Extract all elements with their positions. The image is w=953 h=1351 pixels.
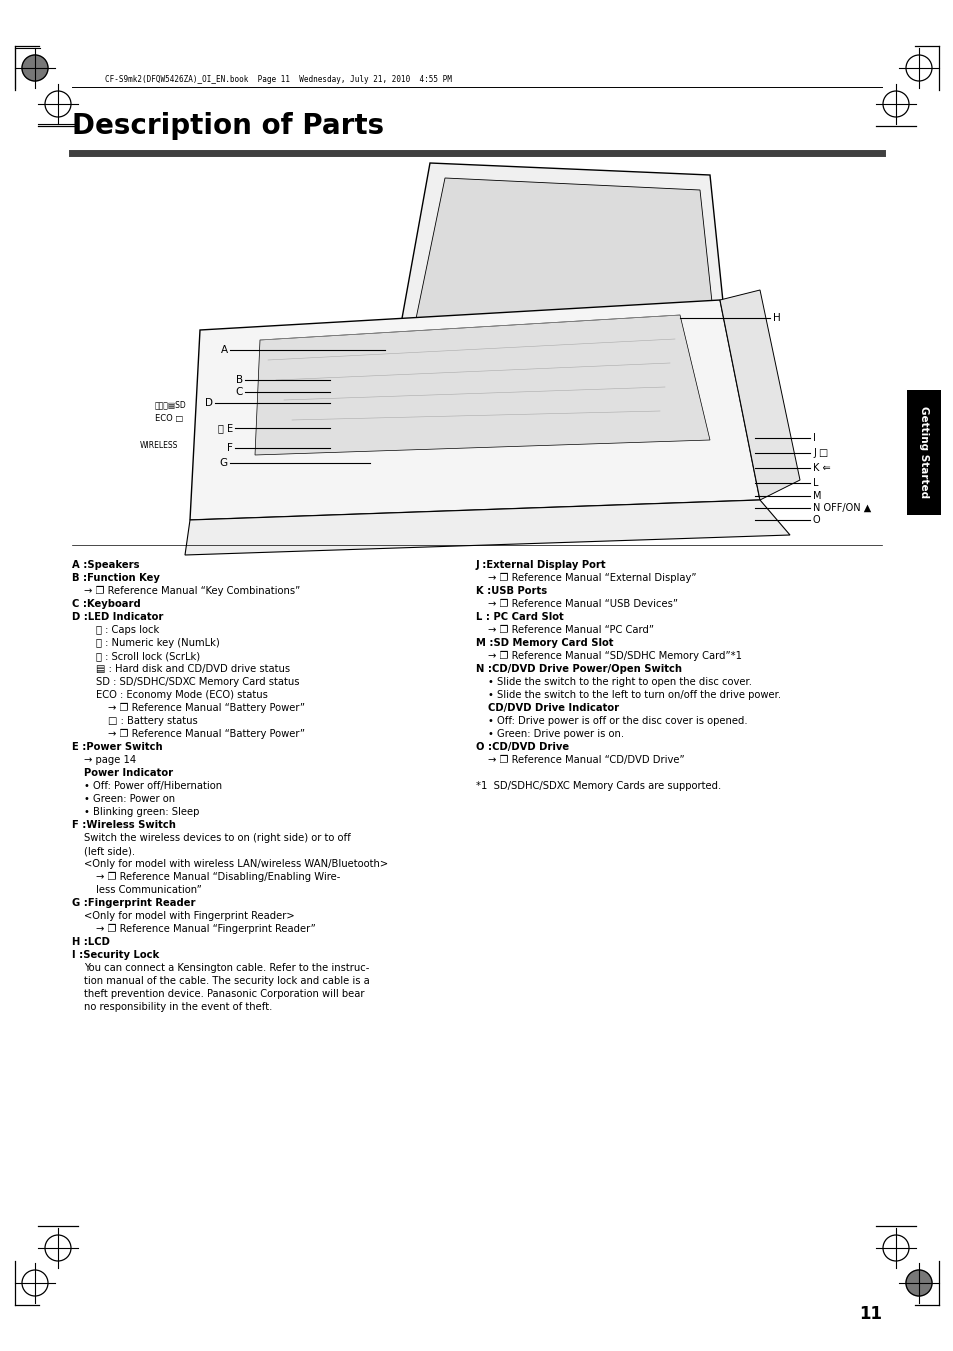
Text: SD : SD/SDHC/SDXC Memory Card status: SD : SD/SDHC/SDXC Memory Card status xyxy=(96,677,299,688)
Text: ⒶⓈⒽ▤SD: ⒶⓈⒽ▤SD xyxy=(154,400,187,409)
Text: → page 14: → page 14 xyxy=(84,755,136,765)
Text: O :CD/DVD Drive: O :CD/DVD Drive xyxy=(476,742,569,753)
Text: J :External Display Port: J :External Display Port xyxy=(476,561,606,570)
Text: B :Function Key: B :Function Key xyxy=(71,573,160,584)
Text: 11: 11 xyxy=(858,1305,882,1323)
Text: K ⇐: K ⇐ xyxy=(812,463,830,473)
Text: N OFF/ON ▲: N OFF/ON ▲ xyxy=(812,503,870,513)
Text: □ : Battery status: □ : Battery status xyxy=(108,716,197,725)
Text: → ❐ Reference Manual “Fingerprint Reader”: → ❐ Reference Manual “Fingerprint Reader… xyxy=(96,924,315,934)
Text: Ⓐ : Caps lock: Ⓐ : Caps lock xyxy=(96,626,159,635)
Text: ECO □: ECO □ xyxy=(154,413,183,423)
Polygon shape xyxy=(405,178,718,372)
Bar xyxy=(906,390,940,515)
Text: → ❐ Reference Manual “External Display”: → ❐ Reference Manual “External Display” xyxy=(488,573,696,584)
Text: → ❐ Reference Manual “Disabling/Enabling Wire-: → ❐ Reference Manual “Disabling/Enabling… xyxy=(96,871,340,882)
Polygon shape xyxy=(254,315,709,455)
Text: A: A xyxy=(221,345,228,355)
Text: Power Indicator: Power Indicator xyxy=(84,767,172,778)
Text: J □: J □ xyxy=(812,449,827,458)
Text: → ❐ Reference Manual “Battery Power”: → ❐ Reference Manual “Battery Power” xyxy=(108,730,305,739)
Text: I :Security Lock: I :Security Lock xyxy=(71,950,159,961)
Text: C: C xyxy=(235,386,243,397)
Text: CF-S9mk2(DFQW5426ZA)_OI_EN.book  Page 11  Wednesday, July 21, 2010  4:55 PM: CF-S9mk2(DFQW5426ZA)_OI_EN.book Page 11 … xyxy=(105,76,452,85)
Text: • Slide the switch to the right to open the disc cover.: • Slide the switch to the right to open … xyxy=(488,677,751,688)
Text: F :Wireless Switch: F :Wireless Switch xyxy=(71,820,175,830)
Text: L : PC Card Slot: L : PC Card Slot xyxy=(476,612,563,621)
Text: H: H xyxy=(772,313,780,323)
Text: • Green: Drive power is on.: • Green: Drive power is on. xyxy=(488,730,623,739)
Text: ▤ : Hard disk and CD/DVD drive status: ▤ : Hard disk and CD/DVD drive status xyxy=(96,663,290,674)
Text: • Slide the switch to the left to turn on/off the drive power.: • Slide the switch to the left to turn o… xyxy=(488,690,781,700)
Text: WIRELESS: WIRELESS xyxy=(140,440,178,450)
Text: *1  SD/SDHC/SDXC Memory Cards are supported.: *1 SD/SDHC/SDXC Memory Cards are support… xyxy=(476,781,720,790)
Text: E :Power Switch: E :Power Switch xyxy=(71,742,162,753)
Text: N :CD/DVD Drive Power/Open Switch: N :CD/DVD Drive Power/Open Switch xyxy=(476,663,681,674)
Text: no responsibility in the event of theft.: no responsibility in the event of theft. xyxy=(84,1002,273,1012)
Text: C :Keyboard: C :Keyboard xyxy=(71,598,141,609)
Text: → ❐ Reference Manual “Key Combinations”: → ❐ Reference Manual “Key Combinations” xyxy=(84,586,300,596)
Text: Description of Parts: Description of Parts xyxy=(71,112,384,141)
Text: B: B xyxy=(235,376,243,385)
Text: Getting Started: Getting Started xyxy=(918,407,928,499)
Text: ECO : Economy Mode (ECO) status: ECO : Economy Mode (ECO) status xyxy=(96,690,268,700)
Text: D :LED Indicator: D :LED Indicator xyxy=(71,612,163,621)
Text: D: D xyxy=(205,399,213,408)
Text: • Off: Drive power is off or the disc cover is opened.: • Off: Drive power is off or the disc co… xyxy=(488,716,747,725)
Circle shape xyxy=(905,1270,931,1296)
Text: • Green: Power on: • Green: Power on xyxy=(84,794,175,804)
Text: Ⓗ : Scroll lock (ScrLk): Ⓗ : Scroll lock (ScrLk) xyxy=(96,651,200,661)
Text: I: I xyxy=(812,434,815,443)
Polygon shape xyxy=(185,500,789,555)
Text: M: M xyxy=(812,490,821,501)
Circle shape xyxy=(22,55,48,81)
Text: <Only for model with Fingerprint Reader>: <Only for model with Fingerprint Reader> xyxy=(84,911,294,921)
Text: • Off: Power off/Hibernation: • Off: Power off/Hibernation xyxy=(84,781,222,790)
Text: less Communication”: less Communication” xyxy=(96,885,201,894)
Text: → ❐ Reference Manual “PC Card”: → ❐ Reference Manual “PC Card” xyxy=(488,626,654,635)
Text: → ❐ Reference Manual “SD/SDHC Memory Card”*1: → ❐ Reference Manual “SD/SDHC Memory Car… xyxy=(488,651,741,661)
Text: A :Speakers: A :Speakers xyxy=(71,561,139,570)
Text: You can connect a Kensington cable. Refer to the instruc-: You can connect a Kensington cable. Refe… xyxy=(84,963,369,973)
Polygon shape xyxy=(720,290,800,500)
Text: L: L xyxy=(812,478,818,488)
Text: H :LCD: H :LCD xyxy=(71,938,110,947)
Text: <Only for model with wireless LAN/wireless WAN/Bluetooth>: <Only for model with wireless LAN/wirele… xyxy=(84,859,388,869)
Text: G :Fingerprint Reader: G :Fingerprint Reader xyxy=(71,898,195,908)
Text: Switch the wireless devices to on (right side) or to off: Switch the wireless devices to on (right… xyxy=(84,834,351,843)
Text: → ❐ Reference Manual “USB Devices”: → ❐ Reference Manual “USB Devices” xyxy=(488,598,678,609)
Text: Ⓢ : Numeric key (NumLk): Ⓢ : Numeric key (NumLk) xyxy=(96,638,219,648)
Text: theft prevention device. Panasonic Corporation will bear: theft prevention device. Panasonic Corpo… xyxy=(84,989,364,998)
Text: tion manual of the cable. The security lock and cable is a: tion manual of the cable. The security l… xyxy=(84,975,370,986)
Text: (left side).: (left side). xyxy=(84,846,135,857)
Text: → ❐ Reference Manual “Battery Power”: → ❐ Reference Manual “Battery Power” xyxy=(108,703,305,713)
Text: M :SD Memory Card Slot: M :SD Memory Card Slot xyxy=(476,638,613,648)
Polygon shape xyxy=(190,300,760,520)
Text: O: O xyxy=(812,515,820,526)
Text: • Blinking green: Sleep: • Blinking green: Sleep xyxy=(84,807,199,817)
Text: → ❐ Reference Manual “CD/DVD Drive”: → ❐ Reference Manual “CD/DVD Drive” xyxy=(488,755,684,765)
Polygon shape xyxy=(345,365,749,417)
Text: CD/DVD Drive Indicator: CD/DVD Drive Indicator xyxy=(488,703,618,713)
Text: K :USB Ports: K :USB Ports xyxy=(476,586,547,596)
Text: F: F xyxy=(227,443,233,453)
Text: ⏻ E: ⏻ E xyxy=(217,423,233,434)
Polygon shape xyxy=(390,163,729,385)
Text: G: G xyxy=(219,458,228,467)
